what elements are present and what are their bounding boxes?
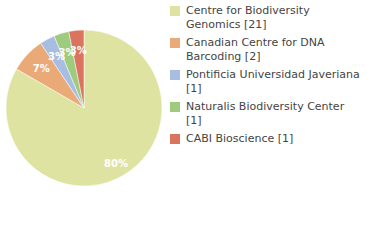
legend-swatch <box>170 70 180 80</box>
legend-swatch <box>170 134 180 144</box>
data-label: 7% <box>33 63 50 74</box>
slices <box>6 30 162 186</box>
data-label: 80% <box>104 158 128 169</box>
legend-item: Pontificia Universidad Javeriana [1] <box>170 68 362 96</box>
legend-swatch <box>170 6 180 16</box>
legend-label: Pontificia Universidad Javeriana [1] <box>186 68 360 95</box>
legend-item: Naturalis Biodiversity Center [1] <box>170 100 362 128</box>
legend-swatch <box>170 38 180 48</box>
legend-swatch <box>170 102 180 112</box>
legend: Centre for Biodiversity Genomics [21] Can… <box>170 4 362 150</box>
legend-item: CABI Bioscience [1] <box>170 132 362 146</box>
legend-label: Centre for Biodiversity Genomics [21] <box>186 4 310 31</box>
legend-label: Canadian Centre for DNA Barcoding [2] <box>186 36 325 63</box>
pie-slice <box>6 30 162 186</box>
legend-label: Naturalis Biodiversity Center [1] <box>186 100 344 127</box>
legend-label: CABI Bioscience [1] <box>186 132 293 145</box>
data-labels: 80%7%3%3%3% <box>33 45 128 170</box>
pie-slice <box>69 30 84 108</box>
legend-item: Canadian Centre for DNA Barcoding [2] <box>170 36 362 64</box>
legend-item: Centre for Biodiversity Genomics [21] <box>170 4 362 32</box>
data-label: 3% <box>70 45 87 56</box>
